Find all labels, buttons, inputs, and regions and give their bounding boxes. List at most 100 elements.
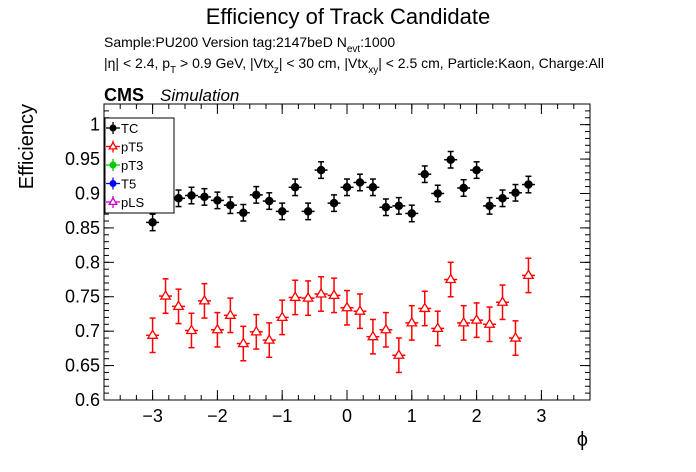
data-point-tc [496,189,509,208]
data-point-tc [483,196,497,215]
legend-entries: TC pT5 pT3 T5 pLS [106,121,144,210]
y-tick-label: 0.85 [65,218,100,238]
marker-tc [290,183,300,192]
data-point-tc [431,184,445,203]
marker-pt5 [457,316,470,327]
data-point-pt5 [470,302,484,339]
legend-entry-pls: pLS [106,195,144,210]
marker-pt5 [328,289,340,300]
info-line-1: Sample:PU200 Version tag:2147beD Nevt:10… [104,34,395,55]
data-point-tc [392,196,406,215]
info-cuts-eta: |η| < 2.4, p [104,55,170,71]
marker-pt5 [198,294,211,305]
marker-pt5 [509,331,522,342]
info-pt-subscript: T [170,65,176,76]
marker-tc [407,209,417,218]
marker-pt5 [185,324,198,335]
info-cuts-particle: | < 2.5 cm, Particle:Kaon, Charge:All [378,55,604,71]
info-evt-value: :1000 [360,34,395,50]
legend-marker-pt3 [109,161,117,169]
data-point-tc [444,150,458,169]
data-point-pt5 [159,278,173,315]
x-tick-label: 1 [407,406,417,426]
marker-tc [511,188,520,198]
legend-label-tc: TC [121,121,138,136]
data-point-pt5 [431,310,445,347]
marker-pt5 [211,323,224,334]
data-point-tc [172,189,185,208]
legend-label-pt3: pT3 [121,158,143,173]
marker-tc [329,198,339,208]
data-point-pt5 [392,337,406,374]
marker-tc [303,207,313,216]
y-tick-label: 0.75 [65,287,100,307]
y-tick-label: 0.6 [75,390,100,410]
marker-tc [420,169,430,179]
x-tick-label: −3 [142,406,163,426]
data-point-tc [301,202,315,221]
marker-tc [459,183,468,193]
data-point-pt5 [301,280,315,317]
marker-pt5 [250,325,263,336]
data-point-pt5 [288,279,302,316]
data-point-tc [470,161,484,180]
cms-label: CMS [104,85,144,105]
data-point-tc [249,185,263,204]
data-point-tc [197,187,211,206]
data-point-pt5 [185,312,198,349]
legend: TC pT5 pT3 T5 pLS [104,117,175,214]
data-point-pt5 [457,304,471,341]
x-tick-label: 2 [472,406,482,426]
info-cuts-vtx: > 0.9 GeV, |Vtx [176,55,274,71]
data-point-tc [223,196,237,215]
y-tick-label: 0.65 [65,356,100,376]
data-point-tc [418,165,432,184]
marker-pt5 [276,311,289,322]
legend-entry-tc: TC [106,121,138,136]
data-point-pt5 [366,318,380,355]
marker-tc [381,203,391,212]
marker-pt5 [379,323,392,334]
data-point-tc [288,178,302,197]
legend-entry-pt3: pT3 [106,158,143,173]
data-point-pt5 [405,304,419,341]
info-xy-subscript: xy [368,65,378,76]
marker-pt5 [315,287,327,298]
marker-tc [264,196,274,206]
marker-tc [368,183,378,192]
x-axis-title: ϕ [577,429,588,451]
marker-pt5 [146,329,159,339]
marker-pt5 [289,291,302,302]
data-point-pt5 [197,282,211,319]
data-point-pt5 [275,299,289,336]
data-point-tc [262,192,276,211]
marker-tc [485,201,494,211]
marker-pt5 [405,316,418,327]
data-point-pt5 [236,325,250,362]
data-point-pt5 [327,277,341,314]
marker-tc [394,201,404,211]
marker-tc [524,180,533,189]
data-point-tc [275,202,289,221]
x-tick-label: −1 [272,406,293,426]
data-point-pt5 [496,284,509,321]
marker-pt5 [302,291,315,302]
simulation-label: Simulation [160,86,239,105]
marker-pt5 [263,333,276,344]
marker-tc [148,218,157,227]
data-point-pt5 [146,317,160,354]
data-point-tc [509,183,522,202]
data-point-tc [405,204,419,223]
marker-pt5 [496,295,509,306]
data-point-pt5 [379,311,393,348]
marker-pt5 [354,304,366,315]
data-point-tc [521,175,535,194]
data-point-tc [236,203,250,222]
marker-pt5 [341,301,353,312]
marker-pt5 [392,348,405,359]
data-layer [146,150,535,374]
marker-pt5 [470,313,483,324]
marker-tc [239,208,248,218]
y-axis-title: Efficiency [16,104,38,189]
